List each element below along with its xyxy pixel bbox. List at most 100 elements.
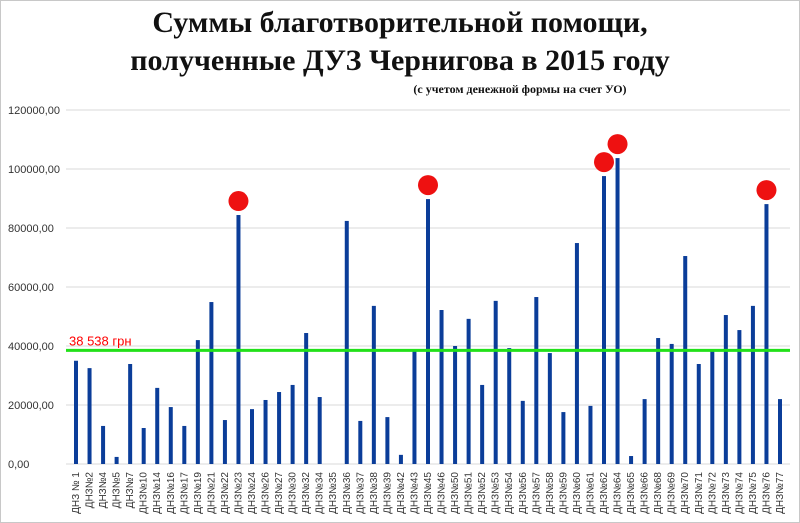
y-tick-label: 20000,00: [8, 400, 54, 412]
x-tick-label: ДНЗ№50: [450, 472, 461, 514]
bar: [466, 318, 471, 464]
x-tick-label: ДНЗ№69: [667, 472, 678, 514]
bar: [426, 199, 430, 464]
x-tick-label: ДНЗ№57: [531, 472, 542, 514]
x-tick-label: ДНЗ№76: [761, 472, 772, 514]
chart-title-line1: Суммы благотворительной помощи,: [152, 6, 648, 39]
x-tick-label: ДНЗ№4: [98, 472, 109, 509]
bar: [547, 353, 552, 464]
bar: [453, 346, 458, 464]
x-tick-label: ДНЗ№70: [680, 472, 691, 514]
x-tick-label: ДНЗ№61: [585, 472, 596, 514]
bar: [263, 399, 268, 464]
highlight-marker: [418, 175, 438, 196]
bar: [358, 420, 363, 464]
bar: [764, 204, 769, 465]
bar: [439, 310, 444, 464]
bar: [520, 400, 525, 464]
bar: [737, 330, 742, 464]
y-tick-label: 0,00: [8, 459, 29, 471]
highlight-marker: [594, 152, 614, 173]
bar: [222, 420, 227, 464]
x-tick-label: ДНЗ№10: [139, 472, 150, 514]
x-tick-label: ДНЗ№54: [504, 472, 515, 514]
bar: [74, 360, 78, 464]
reference-line-label: 38 538 грн: [69, 333, 132, 348]
x-tick-label: ДНЗ№62: [599, 472, 610, 514]
x-tick-label: ДНЗ№43: [409, 472, 420, 514]
bar: [290, 384, 295, 464]
bar: [209, 302, 214, 464]
x-tick-label: ДНЗ№56: [518, 472, 529, 514]
bar: [507, 348, 512, 464]
x-tick-label: ДНЗ№17: [179, 472, 190, 514]
x-tick-label: ДНЗ№71: [694, 472, 705, 514]
x-tick-label: ДНЗ№36: [342, 472, 353, 514]
bar: [534, 297, 539, 464]
bar: [615, 158, 620, 464]
bar: [344, 220, 349, 464]
x-tick-label: ДНЗ№72: [707, 472, 718, 514]
x-tick-label: ДНЗ№19: [193, 472, 204, 514]
x-tick-label: ДНЗ№45: [423, 472, 434, 514]
x-tick-label: ДНЗ№60: [572, 472, 583, 514]
x-tick-label: ДНЗ№59: [558, 472, 569, 514]
x-tick-label: ДНЗ№27: [274, 472, 285, 514]
bar: [588, 405, 593, 464]
x-tick-label: ДНЗ№64: [613, 472, 624, 514]
x-tick-label: ДНЗ№39: [382, 472, 393, 514]
bar: [493, 300, 498, 464]
x-tick-label: ДНЗ№66: [640, 472, 651, 514]
chart-title-line2: полученные ДУЗ Чернигова в 2015 году: [130, 44, 670, 77]
bar: [317, 397, 322, 464]
x-tick-label: ДНЗ№52: [477, 472, 488, 514]
bar: [101, 425, 106, 464]
bar: [155, 387, 160, 464]
bar: [250, 409, 254, 464]
x-tick-label: ДНЗ№38: [369, 472, 380, 514]
x-tick-label: ДНЗ№53: [491, 472, 502, 514]
chart-subtitle: (с учетом денежной формы на счет УО): [413, 82, 627, 96]
bar: [304, 333, 309, 464]
bar: [114, 456, 119, 464]
bar: [141, 428, 146, 464]
bar: [412, 350, 417, 464]
bar: [750, 305, 755, 464]
x-tick-label: ДНЗ№7: [125, 472, 136, 509]
bar: [182, 425, 187, 464]
y-tick-label: 60000,00: [8, 282, 54, 294]
x-tick-label: ДНЗ№75: [748, 472, 759, 514]
bar: [629, 456, 634, 464]
bar: [723, 315, 728, 464]
x-tick-label: ДНЗ№65: [626, 472, 637, 514]
bar: [642, 399, 647, 464]
bar: [168, 407, 173, 464]
x-tick-label: ДНЗ№51: [464, 472, 475, 514]
bar: [778, 399, 782, 464]
x-tick-label: ДНЗ№35: [328, 472, 339, 514]
y-tick-label: 80000,00: [8, 223, 54, 235]
bar: [710, 351, 715, 464]
highlight-marker: [228, 191, 249, 212]
highlight-marker: [607, 134, 628, 155]
bar: [195, 340, 200, 464]
bar: [696, 363, 701, 464]
bar: [602, 176, 606, 464]
x-tick-label: ДНЗ№16: [166, 472, 177, 514]
y-tick-label: 100000,00: [8, 164, 60, 176]
bar: [371, 305, 376, 464]
bar: [683, 256, 688, 464]
x-tick-label: ДНЗ№74: [734, 472, 745, 514]
x-tick-label: ДНЗ№37: [355, 472, 366, 514]
x-tick-label: ДНЗ№30: [288, 472, 299, 514]
x-tick-label: ДНЗ№68: [653, 472, 664, 514]
x-tick-label: ДНЗ№46: [437, 472, 448, 514]
bar: [236, 215, 241, 464]
bar: [128, 363, 133, 464]
x-tick-label: ДНЗ № 1: [71, 472, 82, 514]
x-tick-label: ДНЗ№2: [85, 472, 96, 509]
y-tick-label: 120000,00: [8, 105, 60, 117]
x-tick-label: ДНЗ№32: [301, 472, 312, 514]
bar: [480, 384, 485, 464]
